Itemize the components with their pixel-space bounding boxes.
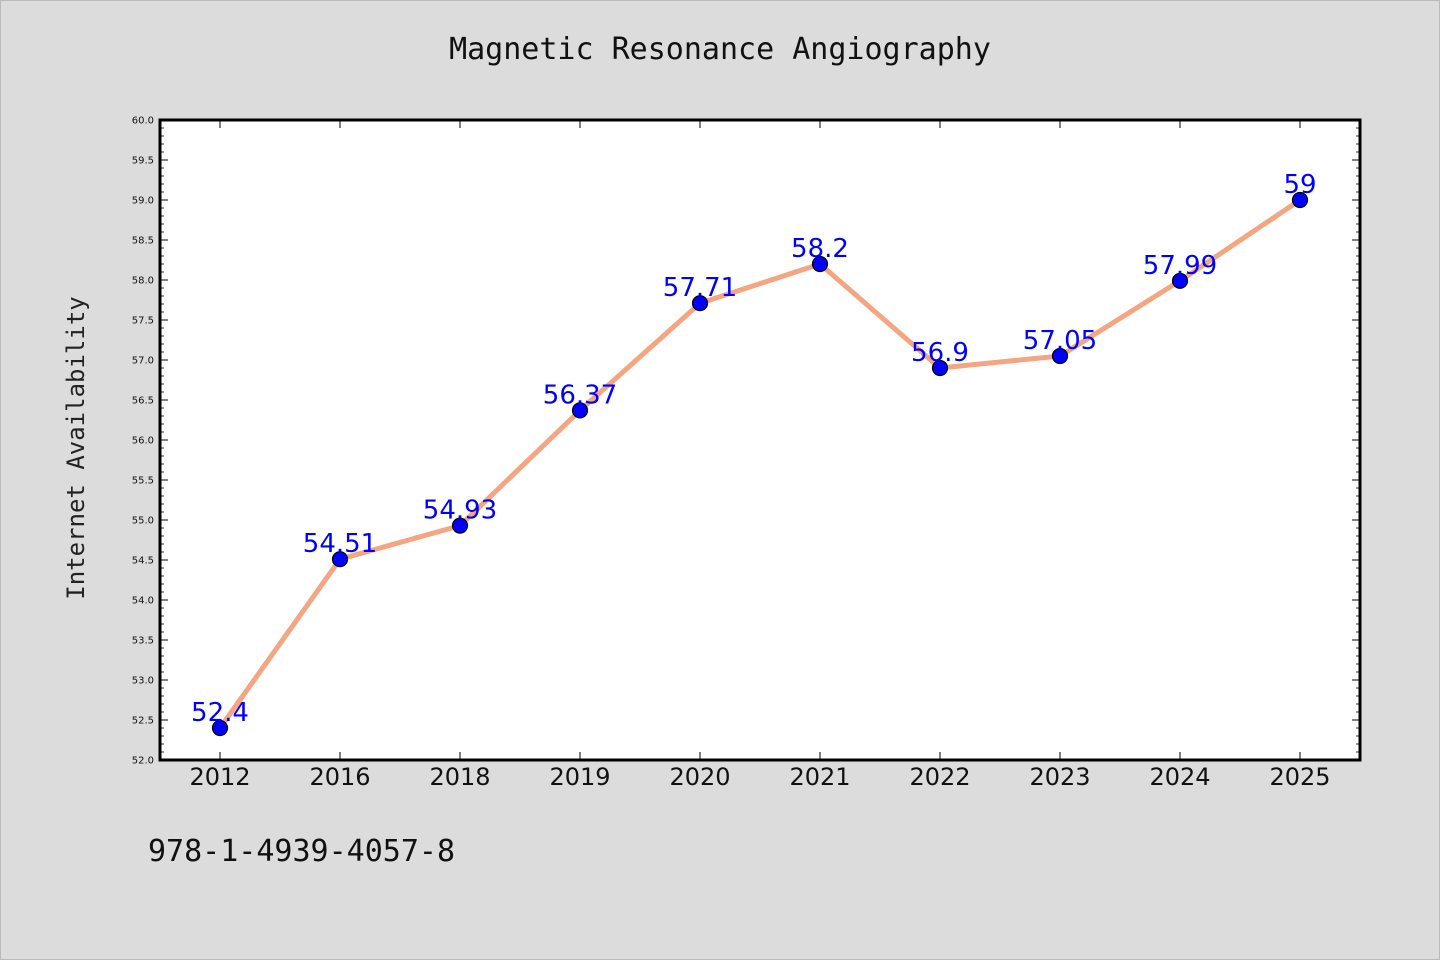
data-point <box>571 402 589 419</box>
x-tick-label: 2018 <box>429 763 490 791</box>
x-tick-label: 2021 <box>789 763 850 791</box>
data-label: 56.9 <box>911 338 969 368</box>
data-point <box>691 295 709 312</box>
x-tick-label: 2016 <box>309 763 370 791</box>
y-tick-label: 58.0 <box>132 276 154 287</box>
x-tick-label: 2023 <box>1029 763 1090 791</box>
plot-area <box>160 120 1360 760</box>
data-label: 59 <box>1283 170 1316 200</box>
x-tick-label: 2012 <box>189 763 250 791</box>
x-tick-label: 2025 <box>1269 763 1330 791</box>
series-line <box>217 197 1303 731</box>
x-tick-label: 2024 <box>1149 763 1210 791</box>
x-tick-label: 2020 <box>669 763 730 791</box>
y-tick-label: 53.0 <box>132 676 154 687</box>
y-tick-label: 58.5 <box>132 236 154 247</box>
data-point <box>811 255 829 273</box>
y-tick-label: 56.5 <box>132 396 154 407</box>
y-tick-label: 55.5 <box>132 476 154 487</box>
y-tick-label: 60.0 <box>132 116 154 127</box>
x-tick-label: 2022 <box>909 763 970 791</box>
footer-code: 978-1-4939-4057-8 <box>148 834 456 869</box>
data-label: 57.99 <box>1143 251 1217 281</box>
y-tick-label: 57.5 <box>132 316 154 327</box>
y-tick-label: 52.5 <box>132 716 154 727</box>
data-point <box>1051 347 1069 365</box>
y-tick-label: 57.0 <box>132 356 154 367</box>
data-point <box>211 719 229 737</box>
y-tick-label: 54.5 <box>132 556 154 567</box>
plot-border <box>158 118 1362 762</box>
y-tick-label: 59.0 <box>132 196 154 207</box>
data-point <box>1291 191 1309 209</box>
chart-title: Magnetic Resonance Angiography <box>449 32 991 67</box>
data-point <box>1171 272 1189 289</box>
y-tick-label: 52.0 <box>132 756 154 767</box>
data-label: 56.37 <box>543 380 617 410</box>
data-point <box>931 359 949 377</box>
y-tick-label: 56.0 <box>132 436 154 447</box>
data-point <box>331 551 349 568</box>
y-tick-label: 54.0 <box>132 596 154 607</box>
data-label: 57.71 <box>663 273 737 303</box>
y-tick-label: 55.0 <box>132 516 154 527</box>
data-label: 54.51 <box>303 529 377 559</box>
data-label: 58.2 <box>791 234 849 264</box>
data-label: 52.4 <box>191 698 249 728</box>
data-point <box>451 517 469 534</box>
data-label: 54.93 <box>423 496 497 526</box>
data-label: 57.05 <box>1023 326 1097 356</box>
x-tick-label: 2019 <box>549 763 610 791</box>
y-tick-label: 59.5 <box>132 156 154 167</box>
y-tick-label: 53.5 <box>132 636 154 647</box>
